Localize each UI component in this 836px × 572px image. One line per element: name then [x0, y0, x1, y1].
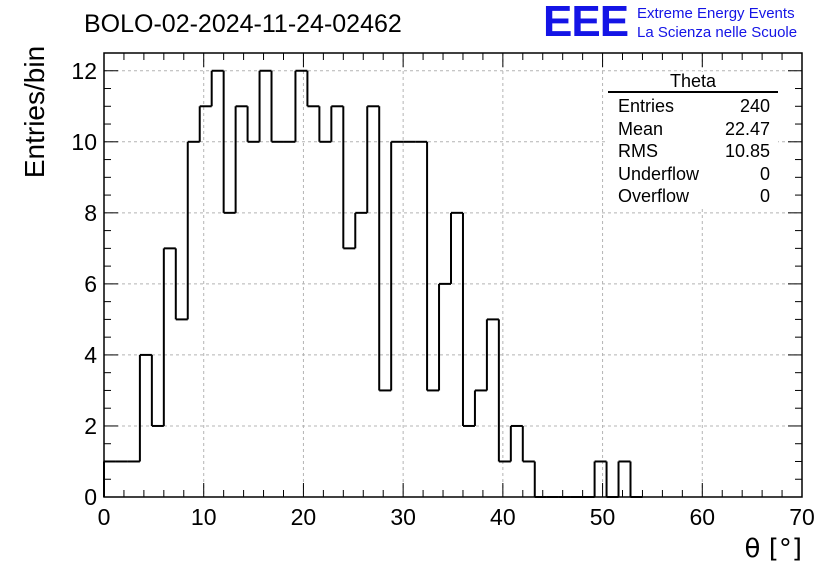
organization-label: Extreme Energy Events La Scienza nelle S…: [637, 4, 797, 42]
stats-label: Underflow: [618, 163, 700, 184]
histogram-bin: [354, 211, 368, 249]
x-tick-label: 10: [191, 504, 217, 530]
y-tick-label: 4: [84, 342, 97, 368]
stats-row-underflow: Underflow 0: [608, 163, 778, 186]
histogram-bin: [509, 424, 523, 462]
y-tick-label: 12: [71, 58, 97, 84]
x-axis-label: θ [°]: [744, 534, 802, 564]
x-tick-label: 30: [390, 504, 416, 530]
axes-frame: [103, 52, 803, 498]
histogram-bin: [294, 69, 308, 142]
histogram-bin: [162, 247, 176, 426]
x-tick-label: 50: [590, 504, 616, 530]
histogram-bin: [366, 105, 380, 213]
y-tick-label: 6: [84, 271, 97, 297]
stats-label: Entries: [618, 96, 675, 116]
histogram-bin: [342, 106, 356, 250]
histogram-bin: [246, 106, 260, 143]
stats-box-title: Theta: [608, 72, 778, 93]
x-axis-ticks: 0 10 20 30 40 50 60 70: [98, 53, 815, 530]
histogram-bin: [485, 318, 499, 391]
histogram-bin: [390, 140, 404, 391]
y-tick-label: 0: [84, 484, 97, 510]
stats-box: Theta Entries 240 Mean 22.47 RMS 10.85 U…: [608, 72, 778, 208]
stats-row-rms: RMS 10.85: [608, 140, 778, 163]
histogram-bin: [497, 319, 511, 463]
histogram-bin: [473, 389, 487, 426]
y-axis-label: Entries/bin: [19, 45, 50, 179]
stats-row-mean: Mean 22.47: [608, 118, 778, 141]
x-tick-label: 70: [789, 504, 815, 530]
histogram-bin: [186, 140, 200, 320]
plot-frame: [103, 52, 803, 498]
histogram-bin: [234, 105, 248, 213]
histogram-series: [103, 69, 643, 498]
org-line-1: Extreme Energy Events: [637, 5, 795, 22]
stats-value: 240: [739, 96, 770, 116]
histogram-bin: [450, 211, 463, 284]
chart-title: BOLO-02-2024-11-24-02462: [84, 10, 402, 38]
histogram-bin: [629, 461, 643, 498]
histogram-bin: [270, 70, 284, 143]
x-tick-label: 20: [291, 504, 317, 530]
stats-value: 0: [759, 186, 770, 206]
x-tick-label: 0: [98, 504, 111, 530]
histogram-bin: [605, 461, 619, 498]
histogram-bin: [222, 70, 236, 214]
stats-value: 0: [759, 163, 770, 184]
histogram-bin: [258, 69, 272, 142]
histogram-bin: [174, 248, 188, 321]
histogram-bin: [210, 69, 224, 107]
stats-row-overflow: Overflow 0: [608, 185, 778, 208]
stats-label: Mean: [618, 118, 664, 139]
histogram-bin: [461, 212, 475, 427]
org-line-2: La Scienza nelle Scuole: [637, 24, 798, 41]
histogram-bin: [330, 105, 344, 142]
y-tick-label: 2: [84, 413, 97, 439]
histogram-bin: [617, 460, 631, 497]
y-tick-label: 10: [71, 129, 97, 155]
stats-value: 10.85: [724, 141, 770, 161]
stats-value: 22.47: [724, 118, 770, 139]
y-axis-ticks: 0 2 4 6 8 10 12: [71, 52, 802, 510]
y-tick-label: 8: [84, 200, 97, 226]
histogram-bin: [378, 106, 392, 392]
stats-label: Overflow: [618, 186, 690, 206]
histogram-bin: [318, 106, 332, 143]
histogram-bin: [198, 105, 212, 142]
histogram-bin: [593, 460, 607, 497]
histogram-bin: [150, 354, 164, 427]
histogram-bin: [521, 425, 535, 463]
stats-label: RMS: [618, 141, 658, 161]
stats-row-entries: Entries 240: [608, 95, 778, 118]
x-tick-label: 60: [689, 504, 715, 530]
histogram-bin: [138, 353, 152, 462]
histogram-bin: [438, 282, 452, 391]
histogram-bin: [306, 70, 320, 108]
histogram-bin: [426, 141, 440, 392]
eee-logo: EEE: [543, 0, 629, 46]
x-tick-label: 40: [490, 504, 516, 530]
histogram-bin: [533, 461, 547, 498]
